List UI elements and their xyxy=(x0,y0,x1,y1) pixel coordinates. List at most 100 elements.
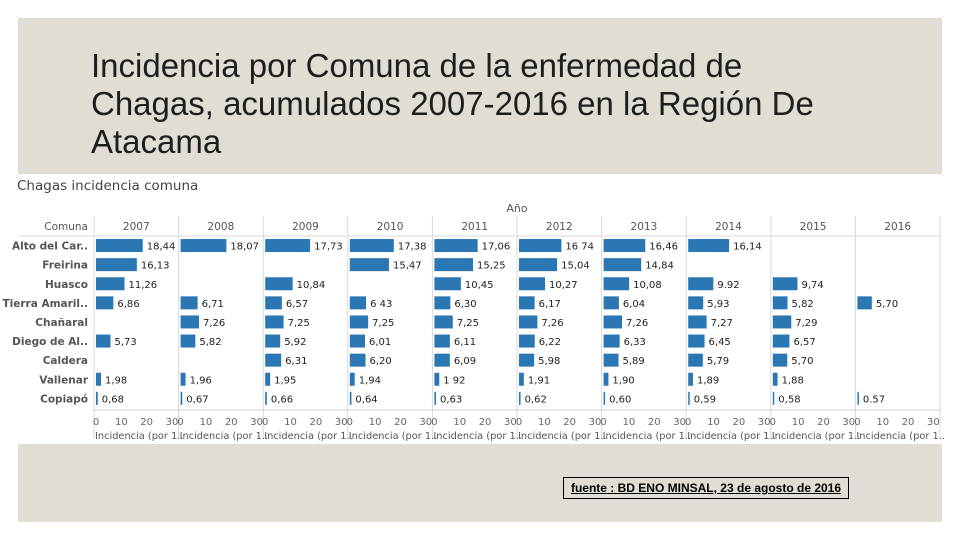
axis-tick-label: 20 xyxy=(309,417,322,428)
bar xyxy=(265,372,271,386)
data-label: 18,44 xyxy=(147,242,176,253)
bar xyxy=(688,391,690,405)
data-label: 7,26 xyxy=(541,318,563,329)
source-note: fuente : BD ENO MINSAL, 23 de agosto de … xyxy=(563,477,849,499)
year-header-2009: 2009 xyxy=(292,221,319,233)
data-label: 1,89 xyxy=(697,375,719,386)
data-label: 16,46 xyxy=(649,242,678,253)
bar xyxy=(434,334,450,348)
axis-tick-label: 0 xyxy=(770,417,776,428)
bar xyxy=(519,258,558,272)
axis-title: Incidencia (por 1.. xyxy=(518,431,607,442)
data-label: 11,26 xyxy=(129,280,158,291)
data-label: 5,89 xyxy=(623,356,645,367)
axis-tick-label: 0 xyxy=(347,417,353,428)
row-header: Comuna xyxy=(44,221,88,233)
bar xyxy=(96,372,102,386)
data-label: 9.92 xyxy=(717,280,739,291)
axis-title: Incidencia (por 1.. xyxy=(264,431,353,442)
axis-tick-label: 20 xyxy=(563,417,576,428)
data-label: 5,92 xyxy=(284,337,306,348)
axis-tick-label: 30 xyxy=(335,417,348,428)
bar xyxy=(772,334,790,348)
data-label: 5,82 xyxy=(792,299,814,310)
axis-tick-label: 30 xyxy=(589,417,602,428)
data-label: 6,86 xyxy=(117,299,139,310)
year-header-2015: 2015 xyxy=(800,221,827,233)
data-label: 16,14 xyxy=(733,242,762,253)
data-label: 1,90 xyxy=(612,375,634,386)
data-label: 0,60 xyxy=(609,394,631,405)
data-label: 6,09 xyxy=(454,356,476,367)
axis-tick-label: 30 xyxy=(673,417,686,428)
bar xyxy=(349,391,352,405)
data-label: 1,91 xyxy=(528,375,550,386)
axis-tick-label: 10 xyxy=(792,417,805,428)
year-header-2013: 2013 xyxy=(631,221,658,233)
row-label: Alto del Car.. xyxy=(12,241,88,253)
data-label: 6,71 xyxy=(202,299,224,310)
axis-tick-label: 10 xyxy=(707,417,720,428)
axis-title: Incidencia (por 1.. xyxy=(433,431,522,442)
data-label: 6,11 xyxy=(454,337,476,348)
axis-tick-label: 10 xyxy=(538,417,551,428)
chart-panel xyxy=(18,174,942,444)
bar xyxy=(603,391,606,405)
axis-tick-label: 10 xyxy=(284,417,297,428)
bar xyxy=(688,315,707,329)
axis-tick-label: 30 xyxy=(250,417,263,428)
bar xyxy=(434,277,461,291)
bar xyxy=(96,277,125,291)
axis-tick-label: 0 xyxy=(431,417,437,428)
bar xyxy=(519,334,535,348)
axis-tick-label: 30 xyxy=(419,417,432,428)
data-label: 6,57 xyxy=(793,337,815,348)
bar xyxy=(349,334,366,348)
axis-tick-label: 0 xyxy=(516,417,522,428)
row-label: Vallenar xyxy=(39,374,89,386)
data-label: 1,88 xyxy=(782,375,804,386)
row-label: Caldera xyxy=(43,355,88,367)
axis-tick-label: 0 xyxy=(177,417,183,428)
data-label: 10,84 xyxy=(297,280,326,291)
bar xyxy=(772,391,775,405)
data-label: 7,26 xyxy=(203,318,225,329)
data-label: 6,17 xyxy=(539,299,561,310)
data-label: 0,68 xyxy=(102,394,124,405)
bar xyxy=(688,277,714,291)
axis-tick-label: 30 xyxy=(842,417,855,428)
bar xyxy=(180,372,186,386)
bar xyxy=(180,315,199,329)
axis-title: Incidencia (por 1.. xyxy=(856,431,945,442)
data-label: 10,45 xyxy=(465,280,494,291)
data-label: 15,47 xyxy=(393,261,422,272)
bar xyxy=(265,334,281,348)
bar xyxy=(434,258,474,272)
bar xyxy=(265,277,293,291)
bar xyxy=(349,372,355,386)
bar xyxy=(180,334,196,348)
year-header-2011: 2011 xyxy=(461,221,488,233)
data-label: 1,98 xyxy=(105,375,127,386)
bar xyxy=(434,315,453,329)
data-label: 0.57 xyxy=(863,394,885,405)
data-label: 18,07 xyxy=(230,242,259,253)
row-label: Freirina xyxy=(42,260,88,272)
bar xyxy=(603,296,619,310)
data-label: 7,25 xyxy=(288,318,310,329)
axis-tick-label: 0 xyxy=(854,417,860,428)
data-label: 7,25 xyxy=(457,318,479,329)
row-label: Huasco xyxy=(45,279,88,291)
axis-tick-label: 10 xyxy=(876,417,889,428)
axis-tick-label: 0 xyxy=(262,417,268,428)
axis-title: Incidencia (por 1.. xyxy=(603,431,692,442)
bar xyxy=(265,315,284,329)
row-label: Diego de Al.. xyxy=(12,336,88,348)
bar xyxy=(265,239,311,253)
bar xyxy=(349,315,369,329)
bar xyxy=(772,315,792,329)
data-label: 6,04 xyxy=(623,299,645,310)
bar xyxy=(857,391,859,405)
data-label: 1 92 xyxy=(443,375,465,386)
